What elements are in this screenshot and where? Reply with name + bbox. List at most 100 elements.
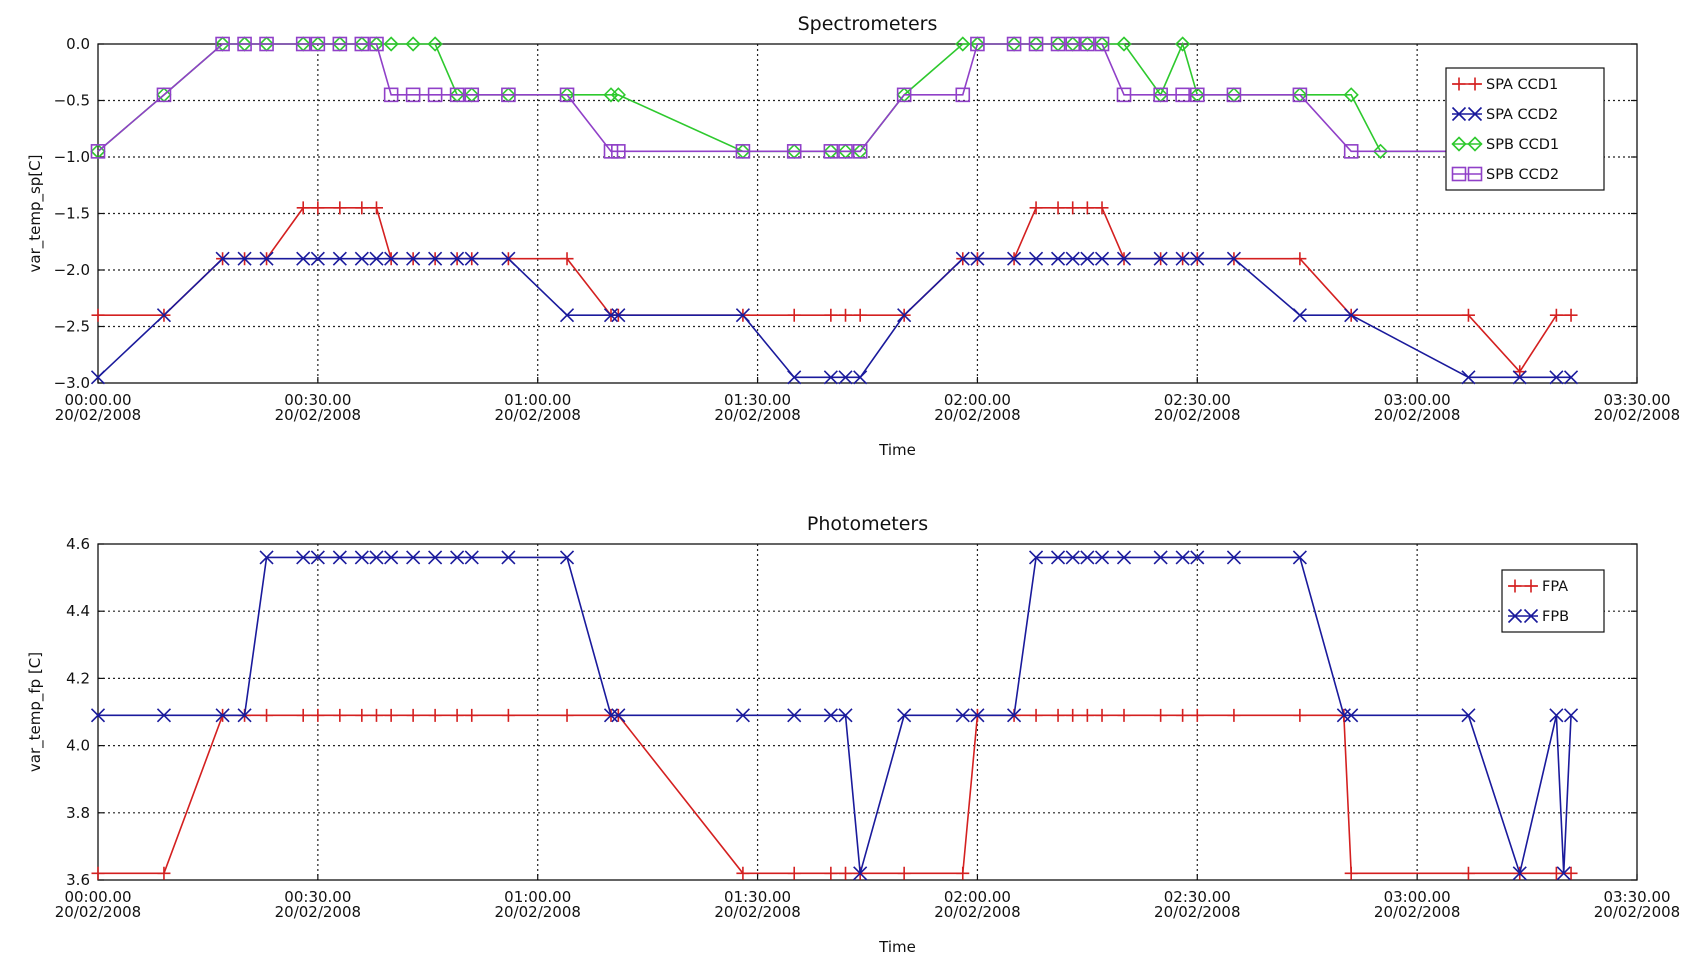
- data-point: [369, 201, 383, 215]
- data-point: [1065, 550, 1080, 565]
- y-axis-label: var_temp_sp[C]: [26, 155, 45, 273]
- data-point: [1094, 550, 1110, 565]
- data-point: [823, 144, 839, 159]
- data-point: [1549, 866, 1563, 880]
- y-tick-label: 3.8: [66, 804, 90, 822]
- legend-marker: [1467, 166, 1483, 182]
- data-point: [369, 36, 384, 52]
- data-point: [611, 708, 626, 723]
- legend-marker: [1451, 166, 1467, 182]
- data-point: [332, 550, 347, 565]
- data-point: [1549, 708, 1564, 723]
- data-point: [90, 370, 106, 385]
- data-point: [156, 308, 172, 323]
- data-point: [1065, 251, 1080, 266]
- x-axis-label: Time: [878, 938, 916, 956]
- data-point: [1080, 550, 1095, 565]
- data-point: [1293, 708, 1307, 722]
- data-point: [896, 87, 912, 103]
- legend-marker: [1451, 136, 1467, 152]
- data-point: [1116, 87, 1132, 103]
- data-point: [501, 87, 516, 103]
- data-point: [1080, 708, 1094, 722]
- data-point: [406, 251, 421, 266]
- data-point: [369, 251, 384, 266]
- x-tick-label: 01:30.00 20/02/2008: [714, 391, 800, 424]
- legend: FPA FPB: [1501, 569, 1605, 633]
- series-fpb: [90, 550, 1579, 881]
- data-point: [897, 866, 911, 880]
- data-point: [1080, 251, 1095, 266]
- data-point: [384, 550, 399, 565]
- legend-marker: [1451, 106, 1467, 122]
- plot-frame: [97, 543, 1638, 881]
- data-point: [406, 708, 420, 722]
- data-point: [464, 251, 479, 266]
- data-point: [611, 144, 626, 159]
- data-point: [735, 708, 750, 723]
- data-point: [1513, 365, 1527, 379]
- data-point: [156, 708, 172, 723]
- data-point: [1066, 201, 1080, 215]
- data-point: [1336, 708, 1351, 723]
- data-point: [955, 708, 970, 723]
- data-point: [1343, 87, 1359, 103]
- series-line: [98, 207, 1572, 374]
- data-point: [501, 550, 516, 565]
- data-point: [1564, 308, 1578, 322]
- legend-marker: [1452, 77, 1466, 91]
- y-tick-label: 4.4: [66, 602, 90, 620]
- data-point: [1549, 370, 1564, 385]
- legend-marker: [1524, 579, 1538, 593]
- x-tick-label: 00:00.00 20/02/2008: [55, 391, 141, 424]
- data-point: [1563, 370, 1579, 385]
- data-point: [1512, 866, 1527, 881]
- data-point: [736, 866, 750, 880]
- data-point: [838, 144, 853, 159]
- series-spa-ccd1: [91, 201, 1578, 379]
- data-point: [369, 708, 383, 722]
- y-tick-label: 4.2: [66, 669, 90, 687]
- data-point: [354, 550, 369, 565]
- data-point: [787, 308, 801, 322]
- y-tick-label: −0.5: [54, 92, 90, 110]
- legend-label: SPA CCD1: [1486, 77, 1558, 93]
- data-point: [296, 708, 310, 722]
- data-point: [157, 866, 171, 880]
- photometers-panel: Photometers 4.6 4.4 4.2 4.0 3.8 3.600:00.00 20/…: [26, 513, 1680, 956]
- data-point: [611, 308, 626, 323]
- legend: SPA CCD1 SPA CCD2 SPB CCD1 SPB CCD2: [1445, 67, 1605, 191]
- data-point: [259, 251, 274, 266]
- data-point: [383, 87, 399, 103]
- data-point: [90, 144, 106, 159]
- data-point: [1190, 708, 1204, 722]
- data-point: [897, 308, 912, 323]
- chart-title: Spectrometers: [798, 13, 938, 35]
- data-point: [450, 251, 465, 266]
- data-point: [1153, 87, 1168, 103]
- x-tick-label: 03:30.00 20/02/2008: [1594, 391, 1680, 424]
- data-point: [838, 708, 853, 723]
- data-point: [559, 308, 575, 323]
- data-point: [1461, 308, 1475, 322]
- y-tick-label: −1.5: [54, 205, 90, 223]
- data-point: [1116, 36, 1132, 52]
- legend-marker: [1467, 106, 1483, 122]
- series-line: [97, 43, 1469, 153]
- data-point: [1343, 144, 1359, 159]
- data-point: [1189, 87, 1205, 103]
- data-point: [1226, 87, 1242, 103]
- data-point: [384, 708, 398, 722]
- data-point: [839, 308, 853, 322]
- data-point: [1461, 708, 1476, 723]
- data-point: [428, 550, 443, 565]
- data-point: [1226, 550, 1241, 565]
- data-point: [970, 36, 985, 52]
- series-line: [98, 714, 1572, 875]
- data-point: [955, 251, 970, 266]
- x-tick-label: 03:30.00 20/02/2008: [1594, 888, 1680, 921]
- data-point: [1050, 550, 1066, 565]
- data-point: [1227, 708, 1241, 722]
- data-point: [1007, 708, 1022, 723]
